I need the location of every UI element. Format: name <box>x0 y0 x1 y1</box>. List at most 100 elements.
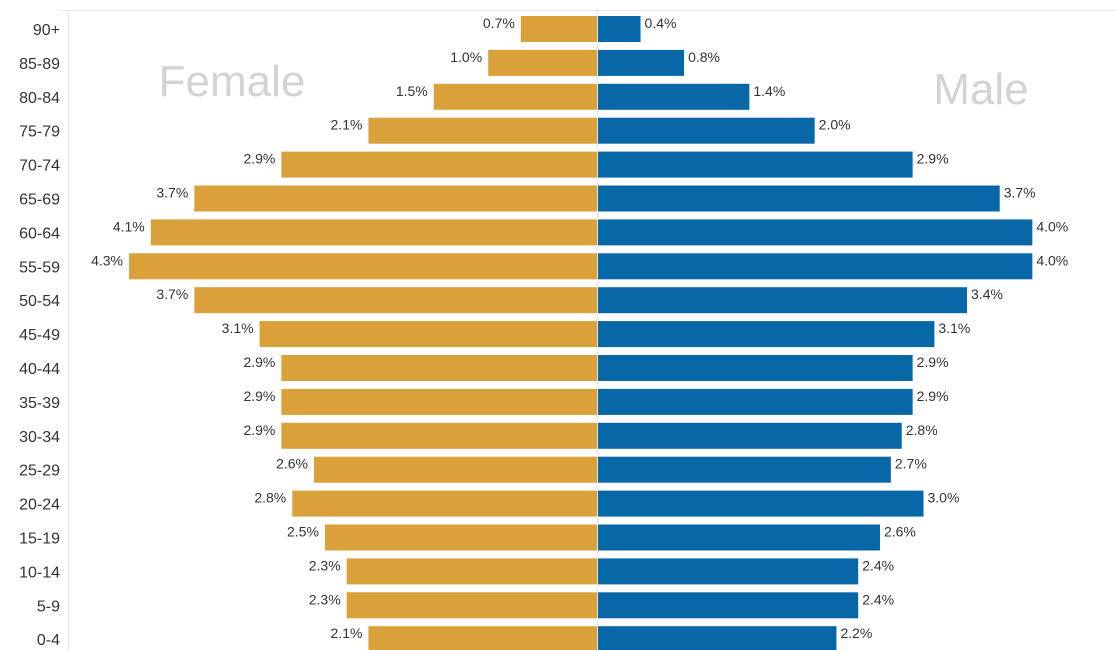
category-label-90plus: 90+ <box>33 22 60 39</box>
female-bar-20-24 <box>292 490 597 517</box>
female-value-label-10-14: 2.3% <box>309 557 341 573</box>
female-value-label-20-24: 2.8% <box>254 490 286 506</box>
female-value-label-35-39: 2.9% <box>243 388 275 404</box>
female-bar-40-44 <box>281 355 597 381</box>
female-value-label-75-79: 2.1% <box>331 117 363 133</box>
male-value-label-35-39: 2.9% <box>917 388 949 404</box>
female-bar-15-19 <box>324 524 597 551</box>
category-label-40-44: 40-44 <box>19 361 60 378</box>
male-bar-20-24 <box>597 490 924 517</box>
female-value-label-60-64: 4.1% <box>113 218 145 234</box>
male-value-label-30-34: 2.8% <box>906 422 938 438</box>
male-value-label-65-69: 3.7% <box>1004 185 1036 201</box>
male-value-label-15-19: 2.6% <box>884 524 916 540</box>
bars-layer: 0.7% 0.4% 1.0% 0.8% 1.5% 1.4% 2.1% 2.0% 2.9% 2.9%… <box>91 15 1068 650</box>
male-bar-0-4 <box>597 626 837 650</box>
male-value-label-55-59: 4.0% <box>1036 252 1068 268</box>
side-label-female: Female <box>159 57 306 106</box>
female-value-label-15-19: 2.5% <box>287 524 319 540</box>
male-bar-80-84 <box>597 83 750 110</box>
female-bar-50-54 <box>194 287 598 314</box>
female-bar-55-59 <box>129 253 597 280</box>
male-bar-10-14 <box>597 558 859 585</box>
male-bar-40-44 <box>597 355 913 381</box>
male-bar-15-19 <box>597 524 880 551</box>
male-bar-50-54 <box>597 287 968 314</box>
male-bar-45-49 <box>597 321 935 348</box>
female-value-label-25-29: 2.6% <box>276 456 308 472</box>
side-label-male: Male <box>933 65 1028 114</box>
female-value-label-85-89: 1.0% <box>450 49 482 65</box>
female-value-label-30-34: 2.9% <box>243 422 275 438</box>
category-label-75-79: 75-79 <box>19 124 60 141</box>
male-value-label-0-4: 2.2% <box>840 625 872 641</box>
category-label-70-74: 70-74 <box>19 158 60 175</box>
female-bar-30-34 <box>281 422 597 449</box>
female-bar-25-29 <box>314 456 597 483</box>
category-label-50-54: 50-54 <box>19 293 60 310</box>
male-value-label-20-24: 3.0% <box>928 490 960 506</box>
male-bar-65-69 <box>597 185 1000 212</box>
male-bar-75-79 <box>597 117 815 144</box>
female-bar-45-49 <box>259 321 597 348</box>
female-bar-10-14 <box>346 558 597 585</box>
male-value-label-40-44: 2.9% <box>917 354 949 370</box>
female-bar-70-74 <box>281 151 597 178</box>
male-value-label-90plus: 0.4% <box>645 15 677 31</box>
male-bar-55-59 <box>597 253 1033 280</box>
category-label-5-9: 5-9 <box>37 598 60 615</box>
category-label-45-49: 45-49 <box>19 327 60 344</box>
female-value-label-55-59: 4.3% <box>91 252 123 268</box>
female-value-label-40-44: 2.9% <box>243 354 275 370</box>
male-value-label-85-89: 0.8% <box>688 49 720 65</box>
male-bar-30-34 <box>597 422 902 449</box>
male-value-label-5-9: 2.4% <box>862 591 894 607</box>
male-value-label-45-49: 3.1% <box>938 320 970 336</box>
female-bar-35-39 <box>281 388 597 415</box>
female-bar-0-4 <box>368 626 597 650</box>
female-bar-90plus <box>520 16 597 42</box>
female-bar-85-89 <box>488 49 597 76</box>
category-label-80-84: 80-84 <box>19 90 60 107</box>
category-label-30-34: 30-34 <box>19 429 60 446</box>
female-bar-5-9 <box>346 592 597 619</box>
male-bar-5-9 <box>597 592 859 619</box>
female-value-label-0-4: 2.1% <box>331 625 363 641</box>
category-label-85-89: 85-89 <box>19 56 60 73</box>
category-label-35-39: 35-39 <box>19 395 60 412</box>
male-bar-35-39 <box>597 388 913 415</box>
male-bar-60-64 <box>597 219 1033 246</box>
female-value-label-5-9: 2.3% <box>309 591 341 607</box>
female-bar-60-64 <box>150 219 597 246</box>
female-bar-80-84 <box>433 83 597 110</box>
female-value-label-50-54: 3.7% <box>156 286 188 302</box>
male-value-label-60-64: 4.0% <box>1036 218 1068 234</box>
female-value-label-90plus: 0.7% <box>483 15 515 31</box>
category-label-65-69: 65-69 <box>19 192 60 209</box>
male-value-label-50-54: 3.4% <box>971 286 1003 302</box>
category-label-25-29: 25-29 <box>19 463 60 480</box>
male-bar-25-29 <box>597 456 891 483</box>
male-value-label-80-84: 1.4% <box>753 83 785 99</box>
male-value-label-25-29: 2.7% <box>895 456 927 472</box>
female-bar-75-79 <box>368 117 597 144</box>
category-label-55-59: 55-59 <box>19 259 60 276</box>
female-value-label-45-49: 3.1% <box>222 320 254 336</box>
female-value-label-70-74: 2.9% <box>243 151 275 167</box>
female-value-label-80-84: 1.5% <box>396 83 428 99</box>
female-value-label-65-69: 3.7% <box>156 185 188 201</box>
category-label-20-24: 20-24 <box>19 497 60 514</box>
male-bar-70-74 <box>597 151 913 178</box>
male-bar-85-89 <box>597 49 685 76</box>
male-value-label-70-74: 2.9% <box>917 151 949 167</box>
category-label-10-14: 10-14 <box>19 564 60 581</box>
category-label-15-19: 15-19 <box>19 531 60 548</box>
category-label-60-64: 60-64 <box>19 225 60 242</box>
female-bar-65-69 <box>194 185 598 212</box>
male-bar-90plus <box>597 16 641 42</box>
male-value-label-75-79: 2.0% <box>819 117 851 133</box>
male-value-label-10-14: 2.4% <box>862 557 894 573</box>
category-label-0-4: 0-4 <box>37 632 60 649</box>
